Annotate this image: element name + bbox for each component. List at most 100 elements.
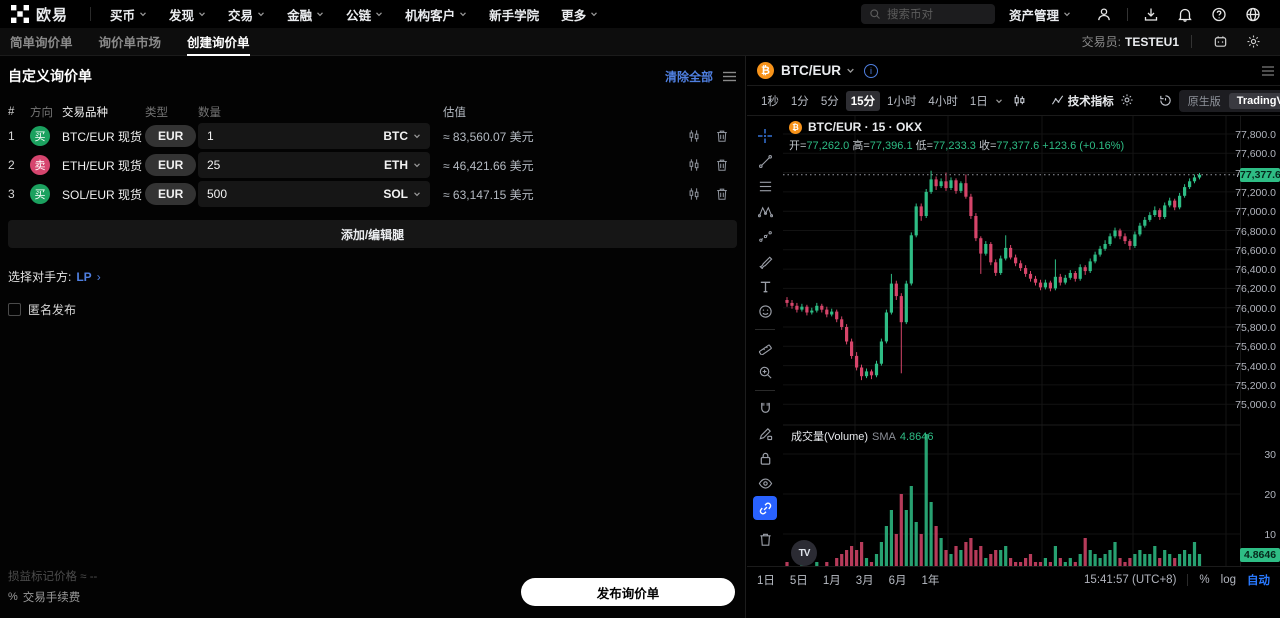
download-icon[interactable] (1143, 6, 1159, 22)
search-input[interactable]: 搜索币对 (860, 4, 995, 24)
trash-icon[interactable] (715, 187, 729, 201)
range-tab-5日[interactable]: 5日 (789, 574, 808, 587)
timeframe-15分[interactable]: 15分 (845, 90, 881, 111)
leg-row: 3 买 SOL/EUR 现货›EUR 500 SOL ≈ 63,147.15 美元 (8, 181, 737, 207)
divider (755, 329, 775, 330)
help-icon[interactable] (1211, 6, 1227, 22)
trend-line-icon[interactable] (753, 149, 777, 173)
indicators-label[interactable]: 技术指标 (1067, 95, 1114, 108)
type-pill[interactable]: EUR (145, 154, 197, 176)
nav-item[interactable]: 新手学院 (489, 8, 540, 23)
auto-scale-button[interactable]: 自动 (1247, 574, 1270, 587)
indicators-icon[interactable] (1051, 93, 1066, 109)
side-badge: 买 (30, 126, 50, 146)
okx-logo[interactable]: 欧易 (10, 4, 68, 25)
menu-icon[interactable] (723, 71, 737, 82)
info-icon[interactable]: i (864, 63, 878, 78)
assets-menu[interactable]: 资产管理 (1009, 5, 1071, 24)
unit-select[interactable]: BTC (383, 129, 421, 143)
emoji-icon[interactable] (753, 299, 777, 323)
nav-item[interactable]: 更多 (550, 5, 609, 24)
link-icon[interactable] (753, 496, 777, 520)
calculator-icon[interactable] (1213, 34, 1228, 49)
zoom-in-icon[interactable] (753, 360, 777, 384)
panel-menu-icon[interactable] (1262, 65, 1274, 76)
native-version-tab[interactable]: 原生版 (1187, 95, 1221, 108)
chart-symbol[interactable]: BTC/EUR (781, 63, 841, 78)
timeframe-4小时[interactable]: 4小时 (928, 95, 958, 108)
tab-简单询价单[interactable]: 简单询价单 (10, 36, 73, 50)
anonymous-checkbox[interactable] (8, 303, 21, 316)
nav-item[interactable]: 机构客户 (394, 5, 478, 24)
unit-select[interactable]: SOL (383, 187, 421, 201)
gear-icon[interactable] (1120, 93, 1134, 109)
amount-input[interactable]: 1 BTC (198, 123, 430, 149)
price-tick: 75,000.0 (1235, 399, 1276, 411)
trash-icon[interactable] (715, 158, 729, 172)
nav-item[interactable]: 金融 (276, 5, 335, 24)
add-edit-leg-button[interactable]: 添加/编辑腿 (8, 220, 737, 248)
candles-icon[interactable] (687, 129, 701, 143)
range-tab-6月[interactable]: 6月 (888, 574, 907, 587)
log-scale-button[interactable]: log (1220, 573, 1236, 586)
range-tab-1月[interactable]: 1月 (822, 574, 841, 587)
instrument-select[interactable]: ETH/EUR 现货› (62, 157, 151, 174)
ruler-icon[interactable] (753, 335, 777, 359)
timeframe-5分[interactable]: 5分 (820, 95, 839, 108)
xabcd-pattern-icon[interactable] (753, 199, 777, 223)
price-axis[interactable]: 77,800.077,600.077,400.077,200.077,000.0… (1235, 116, 1280, 575)
unit-select[interactable]: ETH (384, 158, 421, 172)
nav-item[interactable]: 交易 (217, 5, 276, 24)
timeframe-1小时[interactable]: 1小时 (887, 95, 917, 108)
trash-icon[interactable] (753, 527, 777, 551)
leg-index: 1 (8, 129, 15, 143)
candlestick-chart[interactable] (783, 116, 1240, 575)
candles-icon[interactable] (687, 158, 701, 172)
chevron-down-icon[interactable] (846, 66, 855, 75)
user-icon[interactable] (1096, 6, 1112, 22)
edit-lock-icon[interactable] (753, 421, 777, 445)
nav-item[interactable]: 买币 (99, 5, 158, 24)
crosshair-icon[interactable] (753, 124, 777, 148)
eye-icon[interactable] (753, 471, 777, 495)
tradingview-watermark[interactable]: TV (791, 540, 817, 566)
trash-icon[interactable] (715, 129, 729, 143)
tradingview-tab[interactable]: TradingView (1228, 92, 1280, 109)
type-pill[interactable]: EUR (145, 125, 197, 147)
percent-scale-button[interactable]: % (1199, 573, 1210, 586)
lock-icon[interactable] (753, 446, 777, 470)
nav-item[interactable]: 公链 (335, 5, 394, 24)
amount-input[interactable]: 500 SOL (198, 181, 430, 207)
timeframe-1日[interactable]: 1日 (969, 95, 988, 108)
range-tab-1日[interactable]: 1日 (757, 574, 775, 587)
candle-style-icon[interactable] (1012, 93, 1027, 109)
amount-input[interactable]: 25 ETH (198, 152, 430, 178)
tab-创建询价单[interactable]: 创建询价单 (187, 28, 250, 56)
nav-item[interactable]: 发现 (158, 5, 217, 24)
brush-icon[interactable] (753, 249, 777, 273)
bell-icon[interactable] (1177, 6, 1193, 22)
valuation: ≈ 46,421.66 美元 (443, 158, 534, 173)
text-icon[interactable] (753, 274, 777, 298)
clear-all-button[interactable]: 清除全部 (664, 69, 713, 84)
type-pill[interactable]: EUR (145, 183, 197, 205)
fib-lines-icon[interactable] (753, 174, 777, 198)
clock[interactable]: 15:41:57 (UTC+8) (1084, 573, 1177, 586)
instrument-select[interactable]: SOL/EUR 现货› (62, 186, 151, 203)
range-tab-3月[interactable]: 3月 (855, 574, 874, 587)
range-tab-1年[interactable]: 1年 (921, 574, 940, 587)
trading-fee-label[interactable]: 交易手续费 (22, 592, 81, 604)
gear-icon[interactable] (1246, 34, 1261, 49)
instrument-select[interactable]: BTC/EUR 现货› (62, 128, 151, 145)
forecast-icon[interactable] (753, 224, 777, 248)
tab-询价单市场[interactable]: 询价单市场 (98, 36, 162, 50)
magnet-icon[interactable] (753, 396, 777, 420)
candles-icon[interactable] (687, 187, 701, 201)
publish-rfq-button[interactable]: 发布询价单 (521, 578, 735, 606)
counterparty-value[interactable]: LP (76, 269, 92, 284)
replay-icon[interactable] (1158, 93, 1173, 109)
chevron-down-icon[interactable] (995, 97, 1003, 105)
timeframe-1秒[interactable]: 1秒 (761, 95, 779, 108)
timeframe-1分[interactable]: 1分 (790, 95, 809, 108)
globe-icon[interactable] (1245, 6, 1261, 22)
